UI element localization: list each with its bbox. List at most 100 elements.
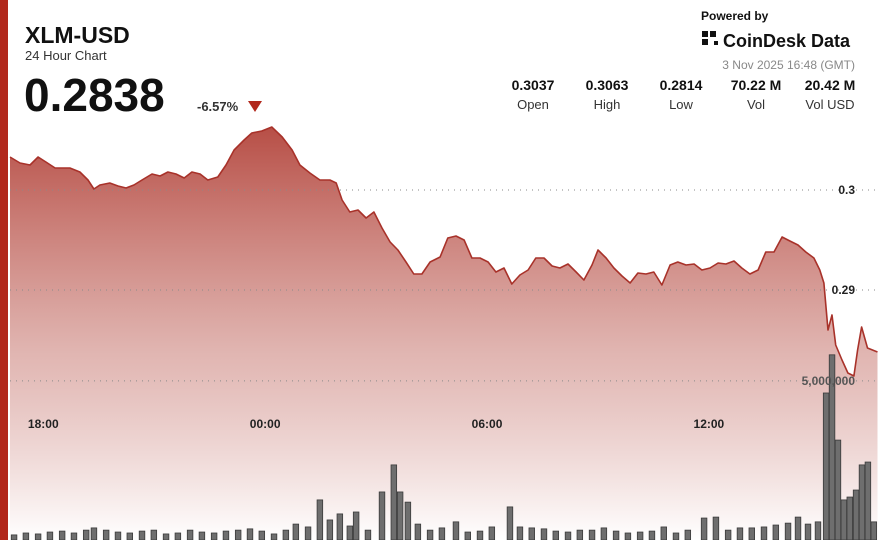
volume-bar [58,530,66,540]
volume-bar [648,530,656,540]
volume-bar [858,464,866,540]
volume-bar [540,528,548,540]
volume-bar [46,531,54,540]
plot-area: 0.29 0.3 5,000,000 18:00 00:00 06:00 12:00 [9,126,879,540]
volume-bar [396,491,404,540]
volume-bar [258,530,266,540]
volume-bar [852,489,860,540]
y-tick-label: 0.29 [832,283,856,297]
volume-bar [612,530,620,540]
volume-bar [352,511,360,540]
y2-tick-label: 5,000,000 [802,374,856,388]
volume-bar [748,527,755,540]
brand: CoinDesk Data [723,31,851,51]
stat-value: 0.3063 [586,77,629,93]
volume-bar [162,533,170,540]
volume-bar [246,528,254,540]
price: 0.2838 [24,69,165,121]
stat-label: Open [517,97,549,112]
volume-bar [114,531,122,540]
stat-value: 20.42 M [805,77,856,93]
volume-bar [516,526,524,540]
timestamp: 3 Nov 2025 16:48 (GMT) [722,58,855,72]
volume-bar [404,501,412,540]
volume-bar [794,516,802,540]
volume-bar [724,529,732,540]
header: XLM-USD 24 Hour Chart 0.2838 -6.57% Powe… [24,9,855,121]
volume-bar [426,529,434,540]
volume-bar [438,527,446,540]
volume-bar [846,496,853,540]
volume-bar [660,526,667,540]
volume-bar [70,532,78,540]
volume-bar [198,531,206,540]
volume-bar [506,506,514,540]
volume-bar [316,499,324,540]
powered-by: Powered by [701,9,769,23]
volume-bar [552,530,560,540]
volume-bar [174,532,182,540]
down-arrow [248,101,262,112]
volume-bar [346,525,354,540]
volume-bar [464,531,471,540]
volume-bar [222,530,230,540]
subtitle: 24 Hour Chart [25,48,107,63]
volume-bar [528,527,535,540]
price-line [9,126,878,377]
brand-logo [702,31,718,45]
volume-bar [210,532,218,540]
volume-bar [822,392,830,540]
stat-value: 0.2814 [660,77,703,93]
stat-label: High [594,97,621,112]
volume-bar [564,531,572,540]
volume-bar [102,529,110,540]
volume-bar [10,534,18,540]
volume-bar [700,517,708,540]
title: XLM-USD [25,22,130,48]
volume-bar [772,524,780,540]
x-tick-label: 12:00 [694,417,725,431]
x-tick-label: 00:00 [250,417,281,431]
volume-bar [834,439,842,540]
volume-bar [672,532,680,540]
volume-bar [452,521,460,540]
volume-bar [864,461,872,540]
volume-bar [736,527,744,540]
volume-bar [476,530,484,540]
volume-bar [804,523,812,540]
volume-bar [600,527,608,540]
y-tick-label: 0.3 [838,183,855,197]
volume-bar [126,532,134,540]
volume-bar [588,529,596,540]
volume-bar [304,526,312,540]
volume-bar [234,529,242,540]
volume-bar [138,530,146,540]
volume-bar [624,532,632,540]
volume-bar [326,519,334,540]
volume-bar [270,533,278,540]
volume-bar [364,529,372,540]
volume-bar [712,516,720,540]
volume-bar [186,529,194,540]
volume-bar [150,529,158,540]
volume-bar [292,523,300,540]
stat-value: 0.3037 [512,77,555,93]
volume-bar [784,522,792,540]
volume-bar [636,531,644,540]
volume-bar [870,521,878,540]
accent-bar [0,0,8,540]
volume-bar [378,491,386,540]
volume-bar [488,526,496,540]
volume-bar [282,529,290,540]
volume-bar [22,532,30,540]
volume-bar [90,527,98,540]
stat-label: Low [669,97,693,112]
x-tick-label: 18:00 [28,417,59,431]
change: -6.57% [197,99,239,114]
x-tick-label: 06:00 [472,417,503,431]
volume-bar [414,523,422,540]
volume-bar [576,529,584,540]
volume-bar [390,464,398,540]
